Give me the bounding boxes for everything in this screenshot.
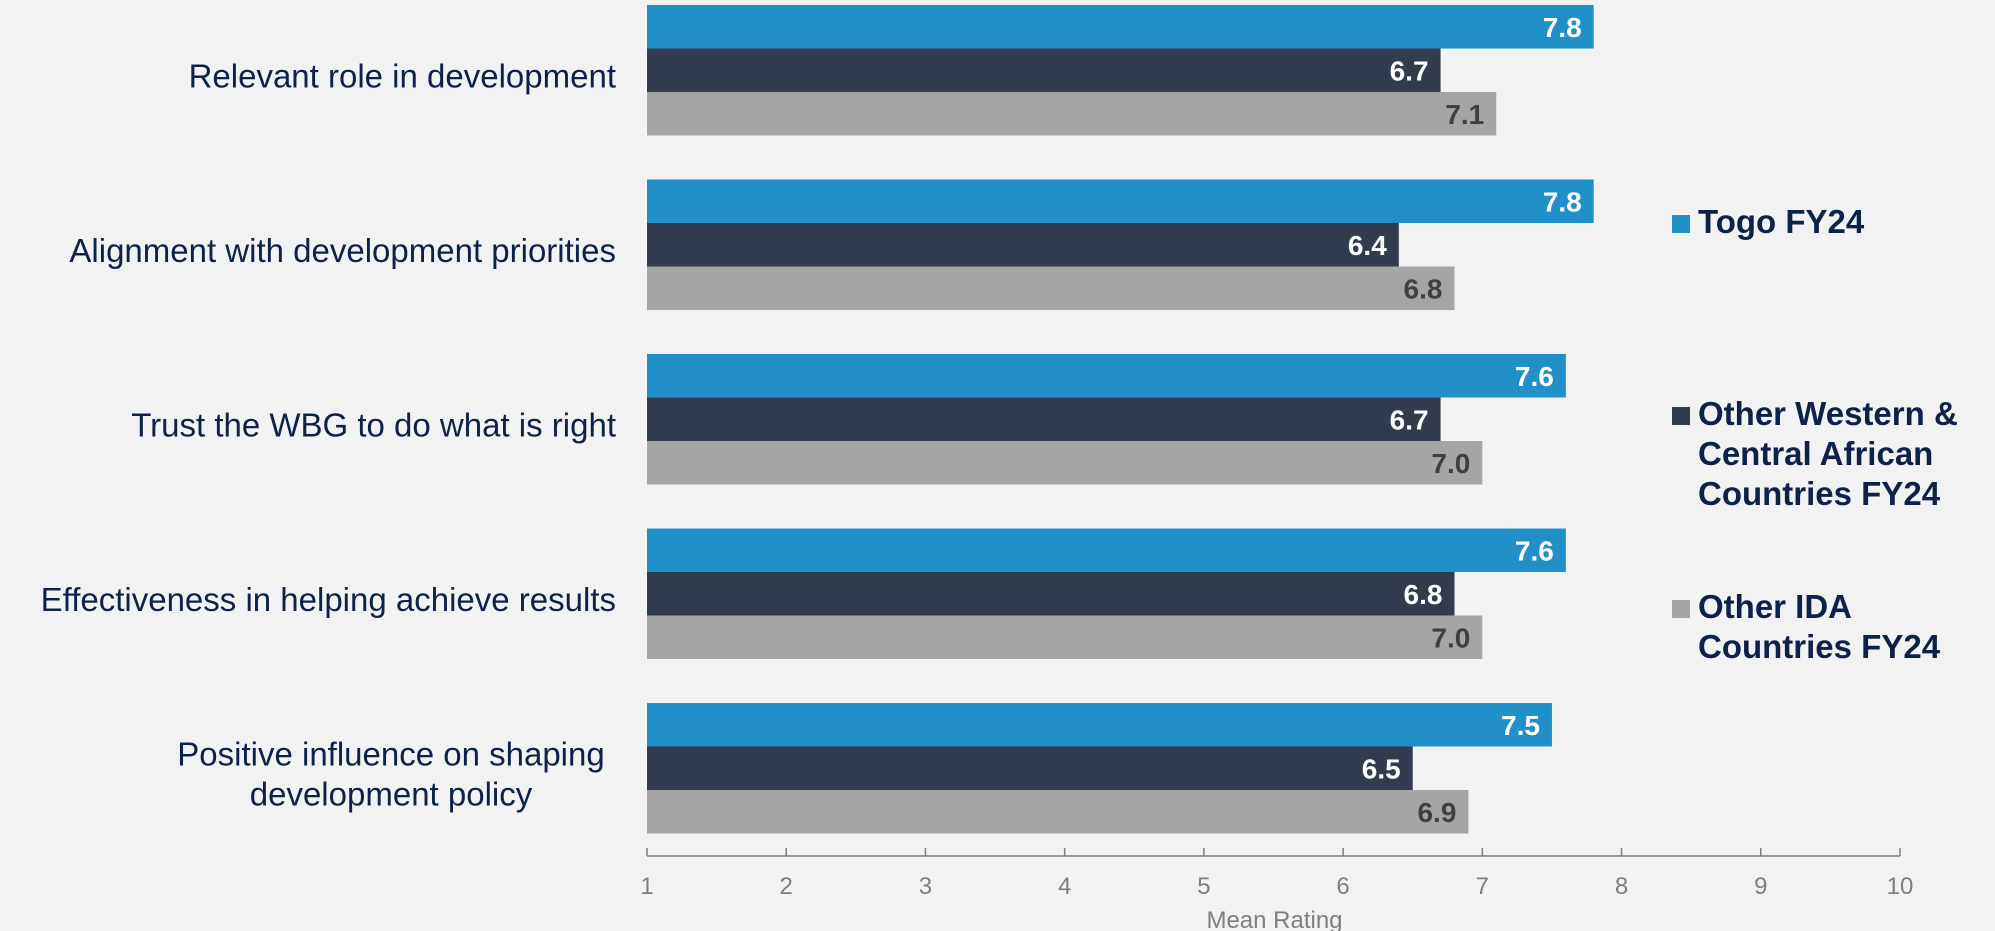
category-label: development policy [250,775,533,812]
data-label-s1-c0: 6.7 [1390,55,1429,86]
category-label: Alignment with development priorities [69,232,616,269]
data-label-s0-c4: 7.5 [1501,710,1540,741]
bar-s0-c4 [647,703,1552,747]
x-axis-title: Mean Rating [1206,907,1342,931]
data-label-s0-c3: 7.6 [1515,535,1554,566]
data-label-s0-c0: 7.8 [1543,12,1582,43]
data-label-s2-c1: 6.8 [1404,273,1443,304]
x-tick-label: 3 [919,873,932,900]
x-tick-label: 2 [780,873,793,900]
bar-s2-c3 [647,615,1483,659]
data-label-s1-c4: 6.5 [1362,753,1401,784]
x-tick-label: 4 [1058,873,1071,900]
data-label-s2-c4: 6.9 [1417,797,1456,828]
bar-s1-c3 [647,572,1455,616]
legend-label: Other Western & [1698,395,1958,432]
category-label: Effectiveness in helping achieve results [41,581,616,618]
category-label: Trust the WBG to do what is right [131,406,616,443]
legend-swatch-s1 [1672,407,1690,425]
legend-label: Countries FY24 [1698,628,1941,665]
x-tick-label: 9 [1754,873,1767,900]
bar-s1-c1 [647,223,1399,267]
legend-swatch-s2 [1672,600,1690,618]
data-label-s2-c0: 7.1 [1445,99,1484,130]
bar-s2-c4 [647,790,1469,834]
x-tick-label: 1 [640,873,653,900]
x-tick-label: 5 [1197,873,1210,900]
legend-swatch-s0 [1672,215,1690,233]
bar-s2-c2 [647,441,1483,485]
bar-s2-c1 [647,266,1455,310]
data-label-s1-c3: 6.8 [1404,579,1443,610]
bar-s0-c3 [647,528,1566,572]
data-label-s1-c1: 6.4 [1348,230,1387,261]
data-label-s0-c2: 7.6 [1515,361,1554,392]
category-label: Positive influence on shaping [177,735,604,772]
legend-label: Togo FY24 [1698,203,1865,240]
bar-s1-c0 [647,48,1441,92]
x-tick-label: 8 [1615,873,1628,900]
bar-s0-c1 [647,179,1594,223]
bar-s2-c0 [647,92,1497,136]
data-label-s2-c3: 7.0 [1431,622,1470,653]
bar-s1-c2 [647,397,1441,441]
data-label-s1-c2: 6.7 [1390,404,1429,435]
bar-s0-c2 [647,354,1566,398]
x-tick-label: 7 [1476,873,1489,900]
x-tick-label: 10 [1887,873,1914,900]
bar-s0-c0 [647,5,1594,49]
legend-label: Countries FY24 [1698,475,1941,512]
data-label-s0-c1: 7.8 [1543,186,1582,217]
x-tick-label: 6 [1336,873,1349,900]
bar-s1-c4 [647,746,1413,790]
legend-label: Central African [1698,435,1933,472]
legend-label: Other IDA [1698,588,1852,625]
category-label: Relevant role in development [189,57,616,94]
data-label-s2-c2: 7.0 [1431,448,1470,479]
